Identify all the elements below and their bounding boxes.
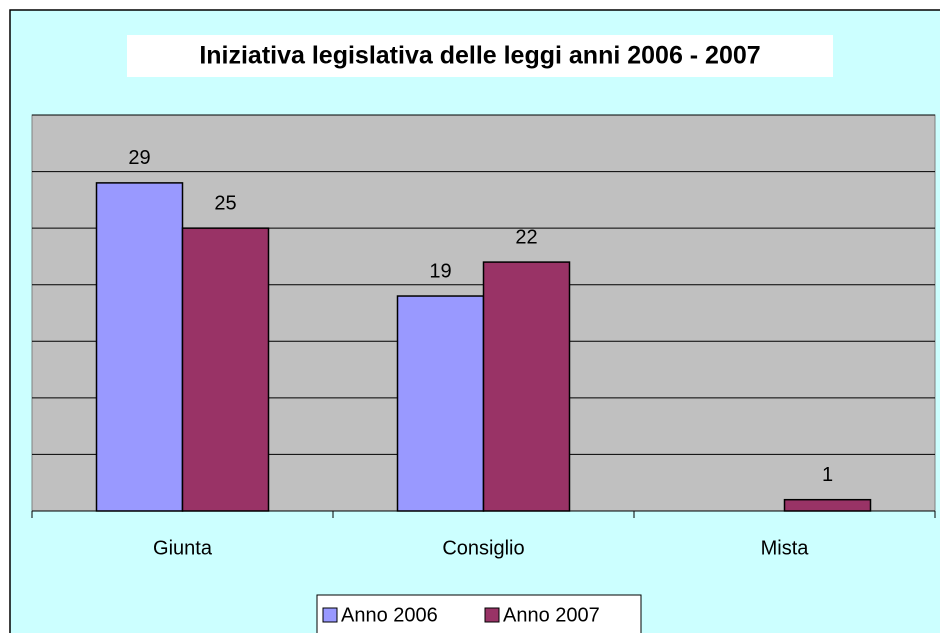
legend-swatch bbox=[484, 607, 500, 623]
x-tick-label: Consiglio bbox=[442, 537, 524, 559]
data-label: 19 bbox=[429, 260, 451, 282]
x-tick-label: Giunta bbox=[153, 537, 213, 559]
bar bbox=[482, 261, 571, 512]
legend-label: Anno 2007 bbox=[503, 604, 600, 626]
legend-label: Anno 2006 bbox=[341, 604, 438, 626]
data-label: 1 bbox=[822, 464, 833, 486]
data-label: 29 bbox=[128, 147, 150, 169]
bar bbox=[783, 498, 872, 512]
bar bbox=[95, 182, 184, 512]
legend-box bbox=[316, 594, 642, 633]
chart-title: Iniziativa legislativa delle leggi anni … bbox=[199, 42, 760, 70]
title-box bbox=[127, 35, 833, 77]
bar bbox=[181, 227, 270, 512]
bar bbox=[396, 295, 485, 512]
legend-swatch bbox=[322, 607, 338, 623]
x-tick-label: Mista bbox=[761, 537, 810, 559]
data-label: 25 bbox=[214, 192, 236, 214]
data-label: 22 bbox=[515, 226, 537, 248]
